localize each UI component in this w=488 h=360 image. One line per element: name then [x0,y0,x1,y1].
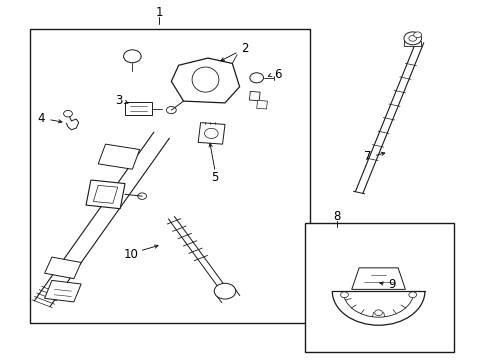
Bar [125,102,152,116]
Circle shape [340,292,347,298]
Polygon shape [86,180,125,209]
Text: 5: 5 [211,171,219,184]
Text: 7: 7 [363,150,370,163]
Polygon shape [351,268,405,289]
Text: 2: 2 [240,41,248,54]
Polygon shape [44,257,81,279]
Text: 4: 4 [38,112,45,125]
Circle shape [249,73,263,83]
Bar [404,41,420,46]
Polygon shape [256,100,267,109]
Circle shape [413,32,421,38]
Polygon shape [98,144,140,169]
Bar [305,223,453,352]
Text: 8: 8 [333,210,340,223]
Bar [30,30,310,323]
Polygon shape [249,91,260,101]
Text: 1: 1 [155,6,163,19]
Text: 10: 10 [123,248,139,261]
Circle shape [408,36,416,41]
Polygon shape [93,185,118,203]
Circle shape [123,50,141,63]
Polygon shape [171,58,239,103]
Polygon shape [44,280,81,302]
Circle shape [408,292,416,298]
Circle shape [214,283,235,299]
Text: 9: 9 [387,278,395,291]
Polygon shape [198,123,224,144]
Circle shape [63,111,72,117]
Text: 3: 3 [115,94,122,107]
Circle shape [374,310,382,316]
Circle shape [403,32,421,45]
Text: 6: 6 [273,68,281,81]
